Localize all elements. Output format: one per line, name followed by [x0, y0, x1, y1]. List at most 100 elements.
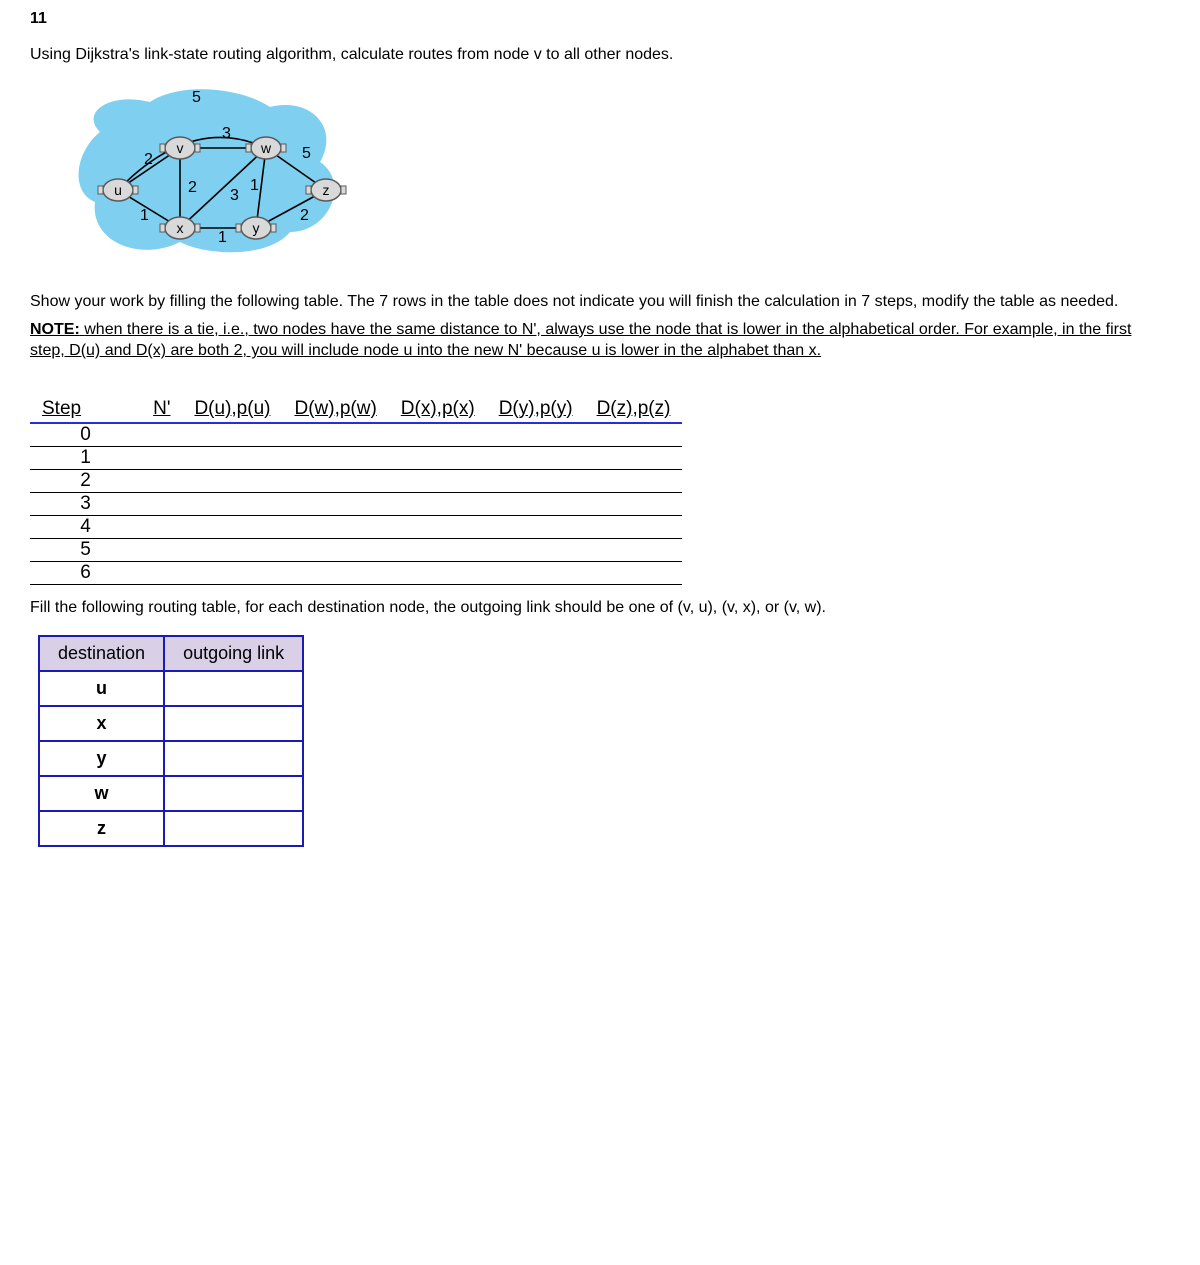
step-cell: 2 — [30, 469, 141, 492]
routing-table: destinationoutgoing linkuxywz — [38, 635, 304, 847]
svg-text:3: 3 — [222, 125, 231, 142]
empty-cell — [141, 538, 182, 561]
col-header: N' — [141, 396, 182, 423]
table-row: 1 — [30, 446, 682, 469]
dijkstra-table: StepN'D(u),p(u)D(w),p(w)D(x),p(x)D(y),p(… — [30, 396, 682, 585]
step-cell: 3 — [30, 492, 141, 515]
empty-cell — [141, 446, 182, 469]
svg-text:v: v — [177, 140, 184, 156]
empty-cell — [141, 424, 182, 447]
destination-cell: u — [39, 671, 164, 706]
empty-cell — [389, 492, 487, 515]
svg-text:1: 1 — [250, 177, 259, 194]
empty-cell — [487, 424, 585, 447]
step-cell: 0 — [30, 424, 141, 447]
question-number: 11 — [30, 10, 1170, 28]
empty-cell — [282, 424, 388, 447]
col-header: D(y),p(y) — [487, 396, 585, 423]
empty-cell — [487, 469, 585, 492]
empty-cell — [585, 469, 683, 492]
svg-text:z: z — [323, 182, 330, 198]
table-row: 6 — [30, 561, 682, 584]
outgoing-link-cell — [164, 776, 303, 811]
empty-cell — [141, 515, 182, 538]
note-text: NOTE: when there is a tie, i.e., two nod… — [30, 319, 1170, 362]
empty-cell — [182, 515, 282, 538]
empty-cell — [182, 538, 282, 561]
empty-cell — [182, 492, 282, 515]
destination-cell: z — [39, 811, 164, 846]
empty-cell — [282, 469, 388, 492]
empty-cell — [282, 515, 388, 538]
table-row: 4 — [30, 515, 682, 538]
svg-text:u: u — [114, 182, 122, 198]
svg-text:3: 3 — [230, 187, 239, 204]
empty-cell — [487, 515, 585, 538]
empty-cell — [585, 561, 683, 584]
empty-cell — [389, 469, 487, 492]
instructions-text: Show your work by filling the following … — [30, 291, 1170, 313]
empty-cell — [487, 561, 585, 584]
svg-text:x: x — [177, 220, 184, 236]
destination-cell: y — [39, 741, 164, 776]
dijkstra-table-wrap: StepN'D(u),p(u)D(w),p(w)D(x),p(x)D(y),p(… — [30, 396, 1170, 585]
prompt-text: Using Dijkstra's link-state routing algo… — [30, 46, 1170, 64]
note-prefix: NOTE: — [30, 321, 80, 338]
empty-cell — [389, 446, 487, 469]
empty-cell — [389, 538, 487, 561]
destination-cell: x — [39, 706, 164, 741]
svg-text:1: 1 — [140, 207, 149, 224]
empty-cell — [141, 492, 182, 515]
col-header: D(z),p(z) — [585, 396, 683, 423]
empty-cell — [141, 561, 182, 584]
empty-cell — [182, 424, 282, 447]
routing-instructions: Fill the following routing table, for ea… — [30, 599, 1170, 617]
outgoing-link-cell — [164, 741, 303, 776]
svg-text:2: 2 — [300, 207, 309, 224]
routing-row: y — [39, 741, 303, 776]
empty-cell — [182, 469, 282, 492]
routing-row: x — [39, 706, 303, 741]
svg-text:1: 1 — [218, 229, 227, 246]
table-row: 5 — [30, 538, 682, 561]
routing-row: w — [39, 776, 303, 811]
empty-cell — [585, 424, 683, 447]
col-header: D(w),p(w) — [282, 396, 388, 423]
svg-text:y: y — [253, 220, 260, 236]
step-cell: 5 — [30, 538, 141, 561]
empty-cell — [585, 538, 683, 561]
note-body: when there is a tie, i.e., two nodes hav… — [30, 321, 1131, 360]
table-row: 0 — [30, 424, 682, 447]
svg-text:5: 5 — [302, 145, 311, 162]
empty-cell — [282, 492, 388, 515]
outgoing-link-cell — [164, 671, 303, 706]
outgoing-link-cell — [164, 811, 303, 846]
col-header: D(x),p(x) — [389, 396, 487, 423]
empty-cell — [182, 561, 282, 584]
empty-cell — [585, 492, 683, 515]
table-row: 2 — [30, 469, 682, 492]
step-cell: 6 — [30, 561, 141, 584]
step-cell: 4 — [30, 515, 141, 538]
empty-cell — [585, 515, 683, 538]
table-row: 3 — [30, 492, 682, 515]
routing-header: outgoing link — [164, 636, 303, 671]
step-cell: 1 — [30, 446, 141, 469]
empty-cell — [282, 446, 388, 469]
col-step: Step — [30, 396, 141, 423]
empty-cell — [282, 538, 388, 561]
empty-cell — [282, 561, 388, 584]
destination-cell: w — [39, 776, 164, 811]
routing-row: u — [39, 671, 303, 706]
svg-text:5: 5 — [192, 89, 201, 106]
col-header: D(u),p(u) — [182, 396, 282, 423]
empty-cell — [487, 538, 585, 561]
svg-text:w: w — [260, 140, 272, 156]
empty-cell — [389, 424, 487, 447]
empty-cell — [182, 446, 282, 469]
empty-cell — [585, 446, 683, 469]
routing-header: destination — [39, 636, 164, 671]
svg-text:2: 2 — [188, 179, 197, 196]
routing-row: z — [39, 811, 303, 846]
empty-cell — [389, 561, 487, 584]
